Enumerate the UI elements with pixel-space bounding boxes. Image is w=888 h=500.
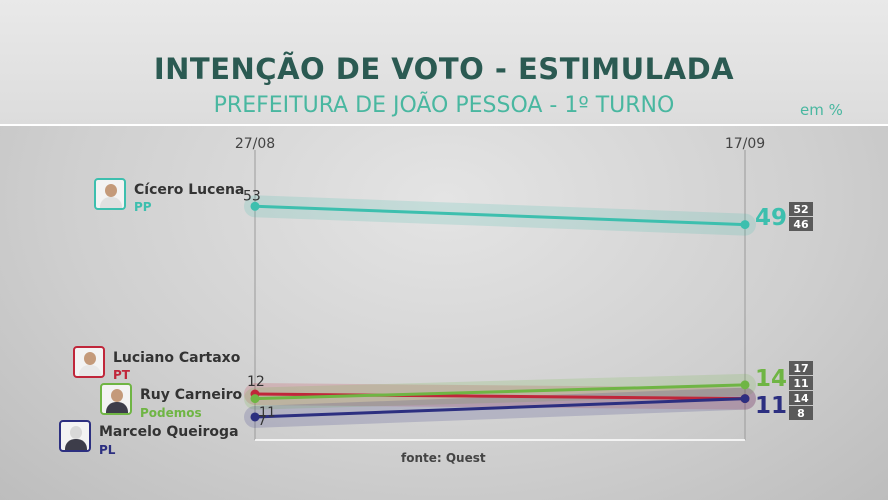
data-label: 14 — [755, 366, 787, 392]
data-label: 12 — [247, 374, 265, 390]
series-line — [254, 397, 746, 419]
x-tick-label: 27/08 — [235, 136, 275, 152]
candidate-party-cartaxo: PT — [113, 368, 130, 382]
candidate-name-queiroga: Marcelo Queiroga — [99, 424, 239, 440]
candidate-name-cicero: Cícero Lucena — [134, 182, 245, 198]
chart-subtitle: PREFEITURA DE JOÃO PESSOA - 1º TURNO — [213, 93, 675, 118]
data-label: 11 — [259, 406, 276, 421]
data-label: 11 — [755, 393, 787, 419]
candidate-photo-cicero — [94, 178, 126, 210]
header-divider — [0, 124, 888, 126]
range-box-upper — [789, 202, 813, 216]
range-box-upper — [789, 361, 813, 375]
data-point — [250, 412, 260, 422]
series-line — [254, 204, 746, 227]
candidate-photo-cartaxo — [73, 346, 105, 378]
candidate-party-cicero: PP — [134, 200, 152, 214]
series-line — [254, 392, 746, 401]
range-lower-label: 8 — [797, 407, 805, 420]
data-point — [250, 394, 260, 404]
range-upper-label: 17 — [793, 362, 808, 375]
candidate-party-queiroga: PL — [99, 443, 116, 457]
chart-title: INTENÇÃO DE VOTO - ESTIMULADA — [153, 52, 735, 86]
range-upper-label: 52 — [793, 203, 808, 216]
data-label: 7 — [258, 414, 266, 429]
range-box-lower — [789, 406, 813, 420]
chart-header — [0, 0, 888, 126]
unit-label: em % — [800, 101, 843, 119]
source-note: fonte: Quest — [401, 451, 486, 465]
candidate-photo-queiroga — [59, 420, 91, 452]
candidate-name-cartaxo: Luciano Cartaxo — [113, 350, 241, 366]
data-label: 53 — [243, 188, 261, 204]
data-label: 49 — [755, 205, 787, 231]
series-line — [254, 383, 746, 401]
range-lower-label: 46 — [793, 218, 809, 231]
range-box-lower — [789, 217, 813, 231]
candidate-party-ruy: Podemos — [140, 406, 202, 420]
range-box-lower — [789, 376, 813, 390]
data-point — [740, 394, 750, 404]
x-tick-label: 17/09 — [725, 136, 765, 152]
data-point — [250, 201, 260, 211]
range-box-upper — [789, 391, 813, 405]
data-point — [740, 380, 750, 390]
range-upper-label: 14 — [793, 392, 809, 405]
candidate-name-ruy: Ruy Carneiro — [140, 387, 243, 403]
candidate-photo-ruy — [100, 383, 132, 415]
data-point — [740, 220, 750, 230]
range-lower-label: 11 — [793, 377, 808, 390]
